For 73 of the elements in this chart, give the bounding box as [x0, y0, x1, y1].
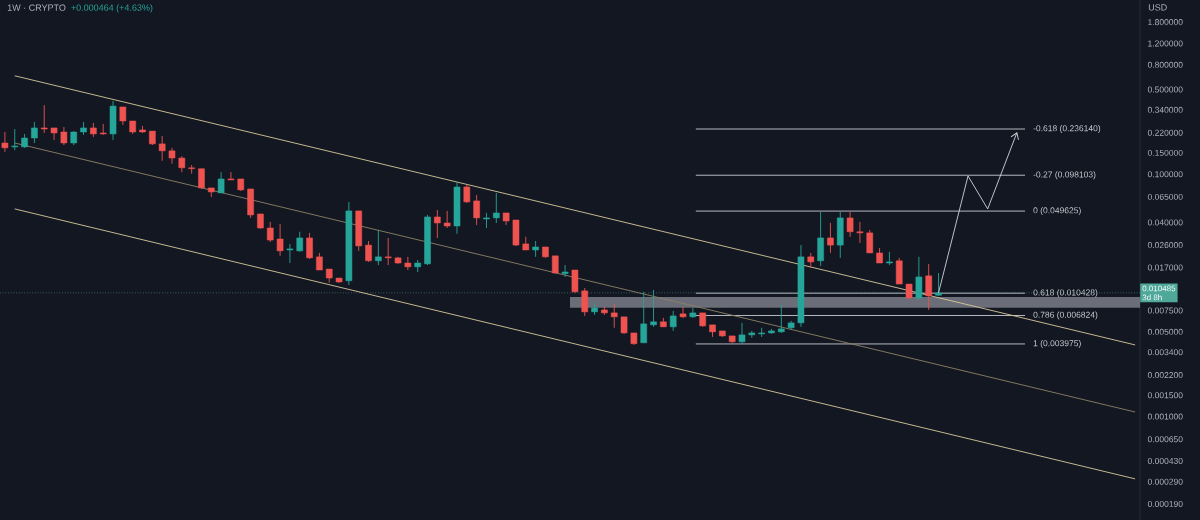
candlestick	[640, 291, 648, 344]
candlestick	[571, 269, 579, 294]
candlestick	[266, 221, 274, 243]
candlestick	[168, 147, 176, 165]
candlestick	[365, 240, 372, 263]
ref-line-label: 1 (0.003975)	[1033, 339, 1081, 348]
candlestick	[306, 232, 313, 260]
ref-line-label: -0.27 (0.098103)	[1033, 171, 1096, 180]
candlestick	[856, 221, 864, 244]
y-tick-label: 0.017000	[1147, 264, 1183, 271]
y-tick-label: 0.001000	[1147, 413, 1183, 420]
candlestick	[227, 171, 235, 181]
ref-line-label: 0.010485	[1142, 285, 1176, 292]
y-tick-label: 0.000650	[1147, 436, 1183, 443]
candlestick	[778, 304, 785, 334]
y-tick-label: 0.500000	[1147, 86, 1183, 93]
y-tick-label: 0.026000	[1147, 242, 1183, 249]
candlestick	[158, 135, 166, 162]
candlestick	[1, 131, 9, 153]
y-tick-label: 1.200000	[1148, 40, 1183, 47]
candlestick	[561, 264, 569, 278]
candlestick	[50, 127, 58, 141]
candlestick	[925, 263, 933, 311]
y-tick-label: 1.800000	[1148, 19, 1183, 26]
candlestick	[384, 237, 392, 266]
candlestick	[650, 289, 657, 328]
candlestick	[581, 287, 589, 317]
y-tick-label: 0.150000	[1147, 149, 1183, 156]
candlestick	[915, 256, 923, 301]
y-tick-label: 0.001500	[1147, 392, 1183, 399]
candlestick	[610, 303, 618, 329]
candlestick	[217, 171, 225, 194]
ref-line-label: 0.618 (0.010428)	[1033, 289, 1098, 298]
candlestick	[679, 306, 687, 319]
y-tick-label: 0.065000	[1147, 193, 1183, 200]
candlestick	[846, 211, 854, 238]
y-tick-label: 0.000190	[1147, 500, 1183, 507]
candlestick	[198, 168, 205, 190]
y-tick-label: 0.340000	[1147, 106, 1183, 113]
y-tick-label: 0.800000	[1147, 61, 1183, 68]
ref-line-label: 0 (0.049625)	[1033, 207, 1081, 216]
candlestick	[434, 209, 441, 239]
y-tick-label: 0.007500	[1147, 307, 1183, 314]
candlestick	[738, 322, 746, 345]
y-tick-label: 0.040000	[1147, 219, 1183, 226]
y-axis-title: USD	[1148, 4, 1167, 11]
candlestick	[827, 222, 834, 254]
y-tick-label: 0.100000	[1147, 171, 1183, 178]
text: 3d 8h	[1142, 294, 1162, 301]
chart-subtitle: +0.000464 (+4.63%)	[71, 4, 153, 13]
chart-title: 1W · CRYPTO	[7, 4, 66, 11]
y-tick-label: 0.000430	[1147, 457, 1183, 464]
candlestick	[286, 243, 294, 264]
candlestick	[866, 229, 874, 254]
candlestick	[31, 121, 38, 144]
ref-line-label: -0.618 (0.236140)	[1033, 125, 1101, 133]
y-tick-label: 0.220000	[1147, 129, 1183, 136]
y-tick-label: 0.002200	[1147, 372, 1183, 379]
candlestick	[375, 229, 382, 266]
candlestick	[493, 192, 500, 224]
candlestick	[669, 310, 677, 332]
candlestick	[276, 223, 284, 257]
candlestick	[817, 211, 824, 267]
y-tick-label: 0.003400	[1147, 349, 1183, 356]
candlestick	[60, 126, 68, 146]
candlestick	[11, 128, 19, 151]
candlestick	[895, 257, 903, 285]
y-tick-label: 0.005000	[1147, 328, 1183, 335]
candlestick	[296, 231, 304, 253]
ref-line-label: 0.786 (0.006824)	[1033, 311, 1098, 320]
y-tick-label: 0.000290	[1147, 478, 1183, 485]
candlestick	[473, 194, 480, 226]
candlestick	[40, 104, 48, 134]
